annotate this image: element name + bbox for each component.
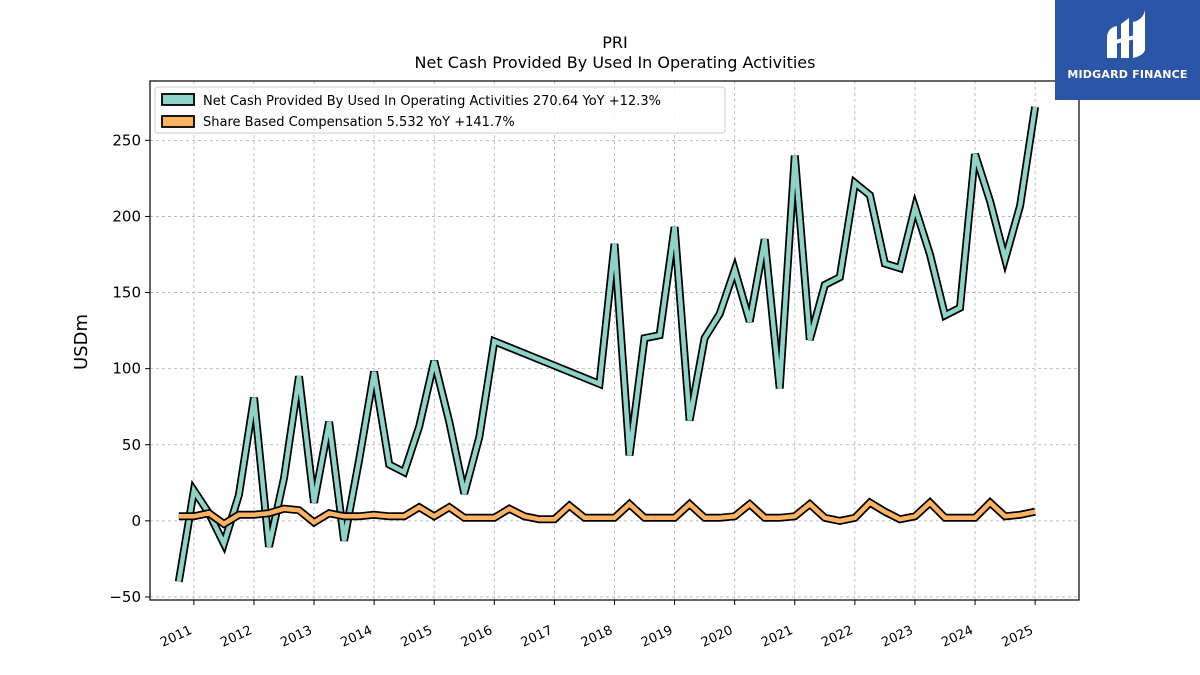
x-tick-label: 2018 [579,623,615,651]
grid [150,81,1079,600]
y-tick-label: 200 [112,207,141,225]
brand-logo: MIDGARD FINANCE [1055,0,1200,100]
y-tick-label: 100 [112,360,141,378]
x-tick-label: 2011 [158,623,194,651]
series-line-1 [178,499,1036,527]
x-tick-label: 2021 [759,623,795,651]
series-lines [174,106,1040,583]
chart-title: PRI [602,33,627,52]
y-tick-label: −50 [109,588,141,606]
y-tick-label: 0 [131,512,141,530]
logo-text: MIDGARD FINANCE [1067,68,1188,81]
axis-ticks: −50 0 50 100 150 200 250 2011 2012 2013 2014 2015 20… [109,131,1035,650]
y-tick-label: 250 [112,131,141,149]
legend: Net Cash Provided By Used In Operating A… [154,86,726,134]
y-tick-label: 150 [112,284,141,302]
chart-subtitle: Net Cash Provided By Used In Operating A… [415,53,816,72]
x-tick-label: 2019 [639,623,675,651]
x-tick-label: 2024 [939,623,975,651]
plot-frame [149,80,1080,601]
x-tick-label: 2017 [519,623,555,651]
legend-swatch-share-comp [161,115,195,128]
y-tick-label: 50 [122,436,141,454]
y-axis-label: USDm [71,314,92,370]
logo-mark-icon [1107,10,1145,58]
series-line-outline-0 [174,106,1040,583]
legend-label-share-comp: Share Based Compensation 5.532 YoY +141.… [203,115,515,130]
x-tick-label: 2023 [879,623,915,651]
x-tick-label: 2020 [699,623,735,651]
x-tick-label: 2022 [819,623,855,651]
x-tick-label: 2013 [278,623,314,651]
legend-label-net-cash: Net Cash Provided By Used In Operating A… [203,94,661,109]
x-tick-label: 2025 [999,623,1035,651]
x-tick-label: 2014 [338,623,374,651]
series-line-0 [176,106,1038,583]
x-tick-label: 2016 [459,623,495,651]
x-tick-label: 2015 [399,623,435,651]
legend-box [154,86,726,134]
series-line-outline-1 [178,497,1036,529]
legend-swatch-net-cash [161,93,195,106]
x-tick-label: 2012 [218,623,254,651]
